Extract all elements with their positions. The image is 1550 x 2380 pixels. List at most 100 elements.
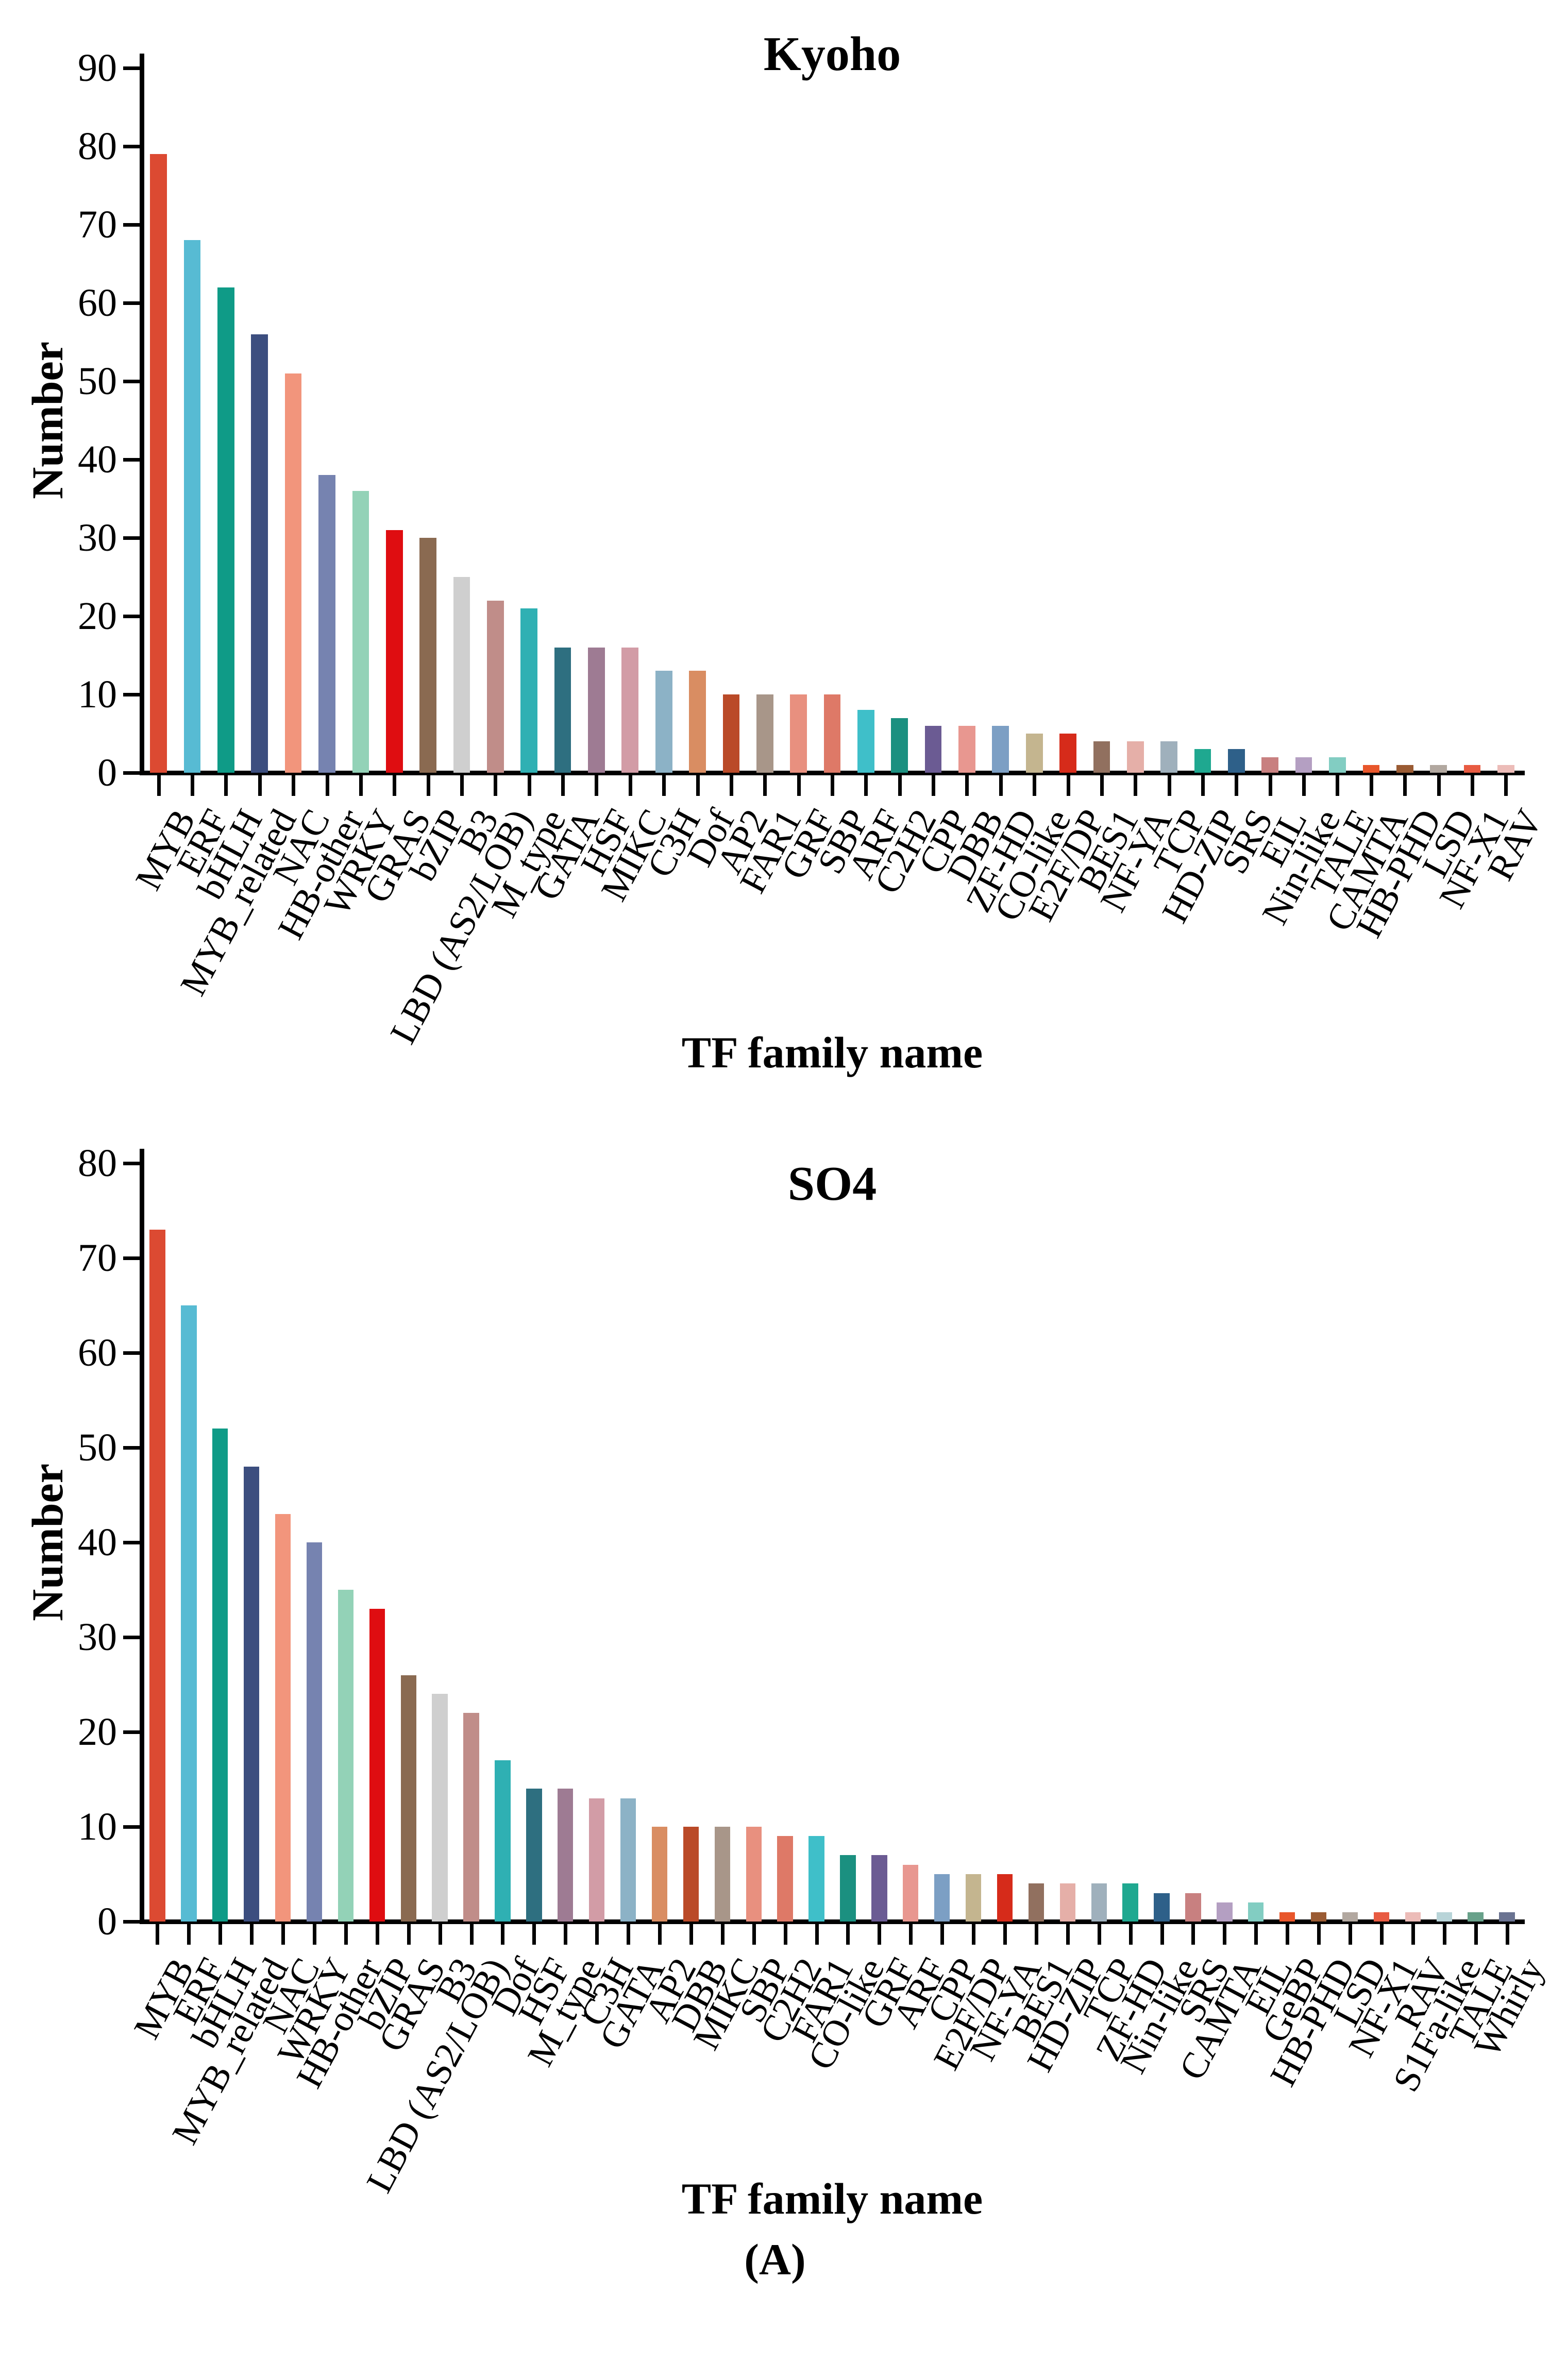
bar-S1Fa-like [1436,1912,1452,1922]
x-tick [1504,775,1508,796]
x-tick [595,775,599,796]
x-tick [1302,775,1306,796]
x-tick [1268,775,1272,796]
x-tick [438,1924,442,1945]
y-tick-label-60: 60 [78,281,117,325]
y-tick-label-90: 90 [78,46,117,90]
x-tick [965,775,969,796]
y-tick-label-80: 80 [78,125,117,168]
y-tick [123,1162,140,1165]
figure: Kyoho Number 0 10 20 30 40 50 60 70 80 90 MYB ERF bH… [23,27,1550,2284]
x-tick [1317,1924,1321,1945]
bar-LSD [1342,1912,1358,1922]
x-tick [940,1924,945,1945]
x-tick [1470,775,1474,796]
y-tick-label-10: 10 [78,673,117,716]
bar-bZIP [419,538,436,773]
x-tick [689,1924,693,1945]
y-tick [123,536,140,540]
y-tick [123,1825,140,1829]
bar-SRS [1185,1893,1201,1922]
y-tick-label-10: 10 [78,1805,117,1848]
y-tick-label-80: 80 [78,1142,117,1185]
bar-M_type [520,608,538,773]
x-tick [191,775,195,796]
y-tick-label-20: 20 [78,594,117,638]
bar-GATA [620,1798,636,1922]
bar-WRKY [306,1542,323,1922]
bar-DBB [683,1827,699,1922]
bar-HD-ZIP [1194,749,1211,773]
bar-Whirly [1499,1912,1515,1922]
bar-HB-PHD [1396,764,1413,773]
chart-title-kyoho: Kyoho [763,27,901,81]
x-tick [344,1924,348,1945]
bar-Nin-like [1154,1893,1170,1922]
bar-HSF [526,1789,542,1922]
y-tick [123,1446,140,1450]
x-tick [898,775,902,796]
x-tick [1128,1924,1133,1945]
bar-ARF [857,710,874,773]
bar-ZF-HD [1122,1883,1138,1922]
bar-MYB [150,154,167,773]
x-tick [1411,1924,1415,1945]
bar-C2H2 [777,1836,793,1922]
x-tick [1066,1924,1070,1945]
bar-ERF [181,1305,197,1922]
x-tick [1336,775,1340,796]
x-tick [375,1924,379,1945]
y-tick [123,301,140,305]
bar-MYB_related [243,1466,260,1922]
y-tick-label-0: 0 [97,1900,117,1943]
x-tick [157,775,161,796]
y-tick-label-30: 30 [78,1616,117,1659]
bar-NF-YA [997,1874,1013,1922]
x-tick [1474,1924,1478,1945]
bar-E2F/DP [965,1874,982,1922]
bar-GRAS [400,1675,416,1922]
x-axis-line [140,1919,1525,1924]
x-tick [797,775,801,796]
bar-C3H [655,671,672,773]
y-tick [123,771,140,775]
bar-LSD [1430,764,1447,773]
x-tick [564,1924,568,1945]
x-tick [1034,1924,1038,1945]
bar-AP2 [722,694,740,773]
x-tick [407,1924,411,1945]
x-tick [1223,1924,1227,1945]
x-tick [1167,775,1171,796]
y-tick [123,145,140,148]
bar-CPP [934,1874,950,1922]
x-tick [1349,1924,1352,1945]
y-tick-label-70: 70 [78,203,117,246]
bar-CAMTA [1217,1902,1233,1922]
x-tick [763,775,767,796]
x-tick [469,1924,474,1945]
x-tick [1160,1924,1164,1945]
bar-LBD (AS2/LOB) [463,1713,479,1922]
x-tick [720,1924,725,1945]
bar-HSF [588,647,605,773]
bar-GATA [554,647,571,773]
x-tick [258,775,262,796]
bar-DBB [958,725,975,773]
bar-AP2 [651,1827,668,1922]
y-tick-label-30: 30 [78,516,117,559]
x-tick [1286,1924,1290,1945]
x-tick [1097,1924,1101,1945]
bar-NAC [275,1514,291,1922]
x-tick [878,1924,882,1945]
y-axis-label-kyoho: Number [23,342,72,499]
x-tick [628,775,632,796]
y-axis-line [140,1149,144,1924]
x-tick [156,1924,160,1945]
x-tick [999,775,1003,796]
bar-MIKC [714,1827,731,1922]
bar-TCP [1091,1883,1107,1922]
bar-NAC [284,373,302,773]
bar-CPP [924,725,942,773]
x-tick [1134,775,1138,796]
x-tick [359,775,363,796]
